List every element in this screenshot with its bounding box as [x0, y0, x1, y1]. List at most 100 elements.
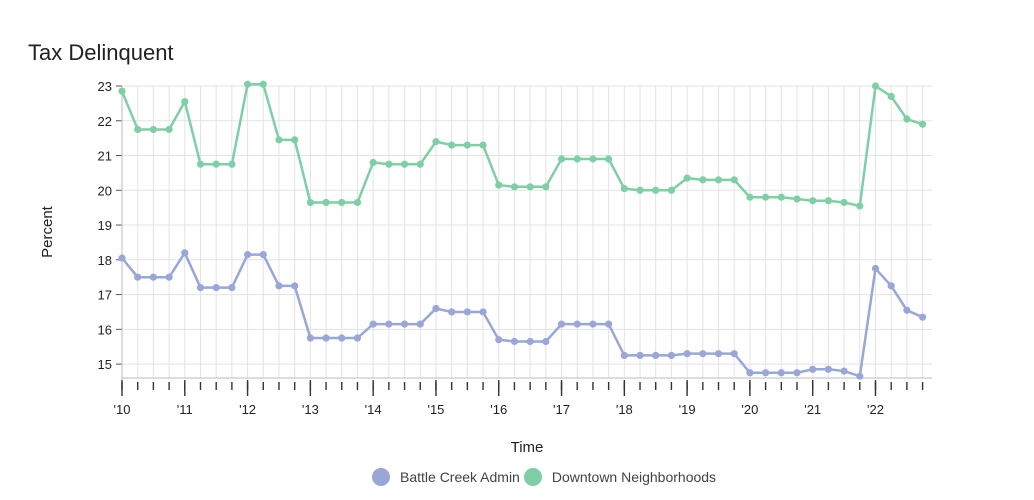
data-point[interactable]: [762, 369, 770, 377]
data-point[interactable]: [589, 320, 597, 328]
data-point[interactable]: [181, 98, 189, 106]
data-point[interactable]: [291, 136, 299, 144]
data-point[interactable]: [479, 141, 487, 149]
data-point[interactable]: [573, 320, 581, 328]
data-point[interactable]: [856, 202, 864, 210]
data-point[interactable]: [353, 198, 362, 207]
data-point[interactable]: [385, 160, 393, 168]
data-point[interactable]: [149, 125, 157, 134]
data-point[interactable]: [856, 372, 864, 380]
data-point[interactable]: [636, 186, 644, 194]
data-point[interactable]: [134, 125, 142, 134]
data-point[interactable]: [212, 284, 220, 292]
data-point[interactable]: [840, 367, 848, 375]
data-point[interactable]: [605, 155, 613, 163]
data-point[interactable]: [228, 284, 236, 292]
data-point[interactable]: [887, 92, 895, 101]
data-point[interactable]: [369, 320, 377, 328]
data-point[interactable]: [542, 337, 550, 346]
data-point[interactable]: [416, 320, 424, 328]
data-point[interactable]: [243, 80, 252, 88]
data-point[interactable]: [918, 120, 927, 128]
data-point[interactable]: [526, 183, 534, 191]
data-point[interactable]: [777, 193, 785, 201]
data-point[interactable]: [824, 365, 832, 373]
data-point[interactable]: [400, 320, 409, 328]
data-point[interactable]: [259, 80, 267, 88]
data-point[interactable]: [181, 249, 189, 257]
data-point[interactable]: [667, 351, 676, 360]
data-point[interactable]: [652, 186, 660, 194]
data-point[interactable]: [400, 160, 409, 168]
data-point[interactable]: [699, 350, 707, 358]
data-point[interactable]: [118, 254, 126, 262]
data-point[interactable]: [385, 320, 393, 328]
data-point[interactable]: [573, 155, 581, 163]
data-point[interactable]: [620, 351, 628, 360]
data-point[interactable]: [212, 160, 220, 168]
data-point[interactable]: [275, 136, 283, 144]
data-point[interactable]: [840, 198, 848, 207]
data-point[interactable]: [903, 115, 911, 123]
data-point[interactable]: [259, 250, 267, 259]
data-point[interactable]: [432, 304, 440, 313]
data-point[interactable]: [479, 308, 487, 316]
data-point[interactable]: [683, 174, 691, 182]
data-point[interactable]: [448, 308, 456, 316]
data-point[interactable]: [322, 198, 330, 207]
data-point[interactable]: [495, 181, 503, 189]
data-point[interactable]: [338, 198, 346, 207]
data-point[interactable]: [306, 198, 314, 207]
data-point[interactable]: [793, 195, 801, 203]
data-point[interactable]: [196, 160, 205, 168]
data-point[interactable]: [369, 158, 377, 167]
data-point[interactable]: [243, 250, 252, 259]
data-point[interactable]: [306, 334, 314, 342]
data-point[interactable]: [605, 320, 613, 328]
data-point[interactable]: [275, 282, 283, 290]
data-point[interactable]: [526, 337, 534, 346]
data-point[interactable]: [824, 197, 832, 205]
data-point[interactable]: [636, 351, 644, 360]
data-point[interactable]: [652, 351, 660, 360]
data-point[interactable]: [463, 141, 471, 149]
data-point[interactable]: [510, 183, 519, 191]
data-point[interactable]: [620, 184, 628, 193]
data-point[interactable]: [165, 273, 173, 281]
data-point[interactable]: [746, 369, 754, 377]
data-point[interactable]: [730, 176, 738, 184]
data-point[interactable]: [762, 193, 770, 201]
data-point[interactable]: [134, 273, 142, 281]
data-point[interactable]: [777, 369, 785, 377]
data-point[interactable]: [699, 176, 707, 184]
data-point[interactable]: [809, 365, 817, 373]
data-point[interactable]: [557, 155, 566, 163]
data-point[interactable]: [291, 282, 299, 290]
legend-item-downtown[interactable]: Downtown Neighborhoods: [523, 468, 716, 486]
data-point[interactable]: [887, 282, 895, 290]
data-point[interactable]: [495, 336, 503, 344]
data-point[interactable]: [683, 350, 691, 358]
data-point[interactable]: [746, 193, 754, 201]
data-point[interactable]: [542, 183, 550, 191]
data-point[interactable]: [448, 141, 456, 149]
data-point[interactable]: [793, 369, 801, 377]
data-point[interactable]: [149, 273, 157, 281]
data-point[interactable]: [322, 334, 330, 342]
data-point[interactable]: [510, 337, 519, 346]
data-point[interactable]: [196, 284, 205, 292]
data-point[interactable]: [667, 186, 676, 194]
data-point[interactable]: [463, 308, 471, 316]
data-point[interactable]: [557, 320, 566, 328]
data-point[interactable]: [918, 313, 927, 321]
data-point[interactable]: [809, 197, 817, 205]
legend-item-battle-creek[interactable]: Battle Creek Admin: [372, 468, 520, 486]
data-point[interactable]: [714, 350, 723, 358]
data-point[interactable]: [416, 160, 424, 168]
data-point[interactable]: [353, 334, 362, 342]
data-point[interactable]: [228, 160, 236, 168]
data-point[interactable]: [730, 350, 738, 358]
data-point[interactable]: [118, 87, 126, 95]
data-point[interactable]: [871, 82, 880, 90]
data-point[interactable]: [871, 264, 880, 273]
